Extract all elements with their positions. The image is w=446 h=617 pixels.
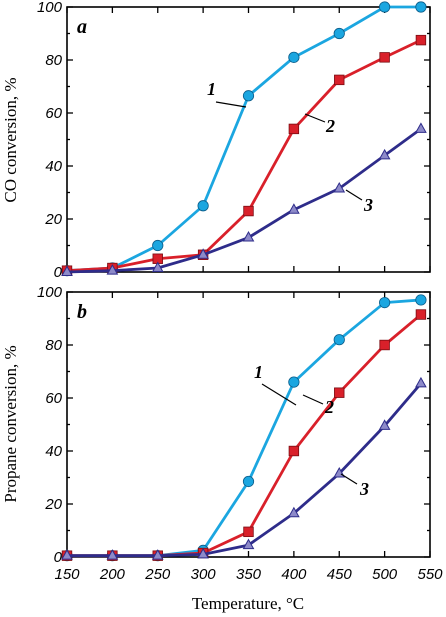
panel-b-series-3-point (288, 506, 300, 518)
x-tick-label: 250 (144, 566, 171, 583)
panel-a: 0 20 40 60 80 100 a CO conversion, % 1 2 3 (1, 0, 431, 281)
panel-a-series-2-line (66, 38, 422, 273)
panel-b-series-1-point (415, 294, 427, 306)
panel-a-series-3-point (378, 148, 391, 160)
panel-a-leader-2 (304, 113, 326, 123)
panel-b-series-1-point (333, 334, 345, 346)
panel-a-ytick-label: 40 (45, 158, 62, 175)
panel-b-ytick-label: 0 (54, 549, 63, 566)
x-tick-label: 400 (281, 566, 307, 583)
panel-a-series-1-point (379, 1, 391, 13)
panel-a-series-3-point (151, 261, 164, 273)
panel-a-series-2-point (379, 52, 390, 63)
x-tick-label: 450 (327, 566, 353, 583)
panel-b-series-2-point (288, 445, 300, 457)
panel-a-letter: a (77, 16, 87, 38)
panel-a-ytick-label: 60 (45, 105, 62, 122)
panel-a-series-3-point (288, 203, 300, 214)
panel-a-series-1-line (66, 5, 421, 273)
panel-b-label-series-1: 1 (254, 362, 263, 382)
panel-a-y-axis-title: CO conversion, % (1, 77, 20, 202)
panel-a-ytick-label: 80 (45, 52, 62, 69)
panel-a-label-series-3: 3 (363, 195, 373, 215)
panel-b-ytick-label: 80 (45, 337, 62, 354)
panel-b-series-3-point (151, 549, 164, 560)
x-tick-label: 300 (191, 566, 217, 583)
panel-a-series (61, 1, 427, 277)
x-tick-label: 200 (99, 566, 126, 583)
panel-a-series-3-point (106, 264, 119, 275)
panel-a-series-1-point (288, 51, 300, 63)
panel-a-series-2-point (243, 205, 254, 217)
panel-b-series-1-line (67, 298, 422, 558)
panel-a-series-2-point (334, 74, 345, 86)
panel-b-ytick-label: 40 (45, 443, 62, 460)
panel-b-series-1-point (379, 296, 391, 309)
panel-b-series-3-point (242, 538, 255, 550)
x-tick-label: 550 (417, 566, 443, 583)
panel-b-ytick-label: 100 (37, 284, 63, 301)
panel-b-y-axis-title: Propane conversion, % (1, 345, 20, 502)
panel-b-leader-2 (302, 394, 324, 405)
panel-b-ticks: 0 20 40 60 80 100 150 200 250 300 350 400 450 500 550 (37, 284, 443, 583)
panel-b-series-2-point (379, 339, 390, 351)
panel-a-label-series-2: 2 (325, 116, 335, 136)
panel-b-leader-1 (261, 383, 297, 406)
panel-a-series-3-point (415, 122, 427, 133)
panel-a-ytick-label: 20 (44, 211, 62, 228)
panel-a-series-3-point (197, 248, 209, 259)
panel-a-series-2-point (288, 123, 300, 135)
panel-a-series-3-point (61, 265, 73, 276)
panel-a-label-series-1: 1 (207, 79, 216, 99)
panel-b-series-2-line (67, 313, 422, 558)
panel-b-series-3-point (415, 376, 427, 388)
panel-a-series-1-point (197, 200, 209, 212)
panel-a-leader-1 (215, 101, 247, 108)
panel-a-series-2-point (415, 34, 427, 46)
panel-b-label-series-2: 2 (324, 397, 334, 417)
panel-b-series-3-point (197, 547, 209, 559)
panel-b-series-3-point (378, 419, 391, 430)
panel-a-series-1-point (415, 1, 427, 13)
panel-b-frame (66, 291, 431, 558)
panel-b-series-2-point (415, 309, 427, 320)
panel-a-series-3-point (242, 231, 255, 242)
panel-a-ytick-label: 0 (54, 264, 63, 281)
panel-b-series-3-point (106, 549, 119, 560)
panel-a-series-3-point (333, 181, 346, 193)
panel-b-series-2-point (334, 387, 345, 398)
panel-b-series-1-point (242, 475, 255, 488)
panel-b-letter: b (77, 301, 87, 323)
panel-b-label-series-3: 3 (359, 479, 369, 499)
panel-a-series-1-point (152, 239, 164, 252)
panel-a-leader-3 (345, 189, 363, 201)
x-tick-label: 500 (372, 566, 398, 583)
panel-a-ticks: 0 20 40 60 80 100 (37, 0, 431, 281)
panel-b-leader-3 (340, 473, 358, 485)
panel-a-ytick-label: 100 (37, 0, 63, 16)
panel-b-ytick-label: 60 (45, 390, 62, 407)
panel-a-series-1-point (242, 90, 255, 102)
panel-b-series-3-point (61, 549, 73, 560)
panel-b-series-1-point (288, 376, 300, 388)
x-axis-title: Temperature, °C (192, 594, 304, 613)
x-tick-label: 350 (236, 566, 262, 583)
panel-b-series (61, 294, 427, 562)
panel-b-ytick-label: 20 (44, 496, 62, 513)
x-tick-label: 150 (54, 566, 80, 583)
panel-a-series-1-point (333, 27, 345, 40)
panel-b-series-2-point (243, 526, 254, 538)
